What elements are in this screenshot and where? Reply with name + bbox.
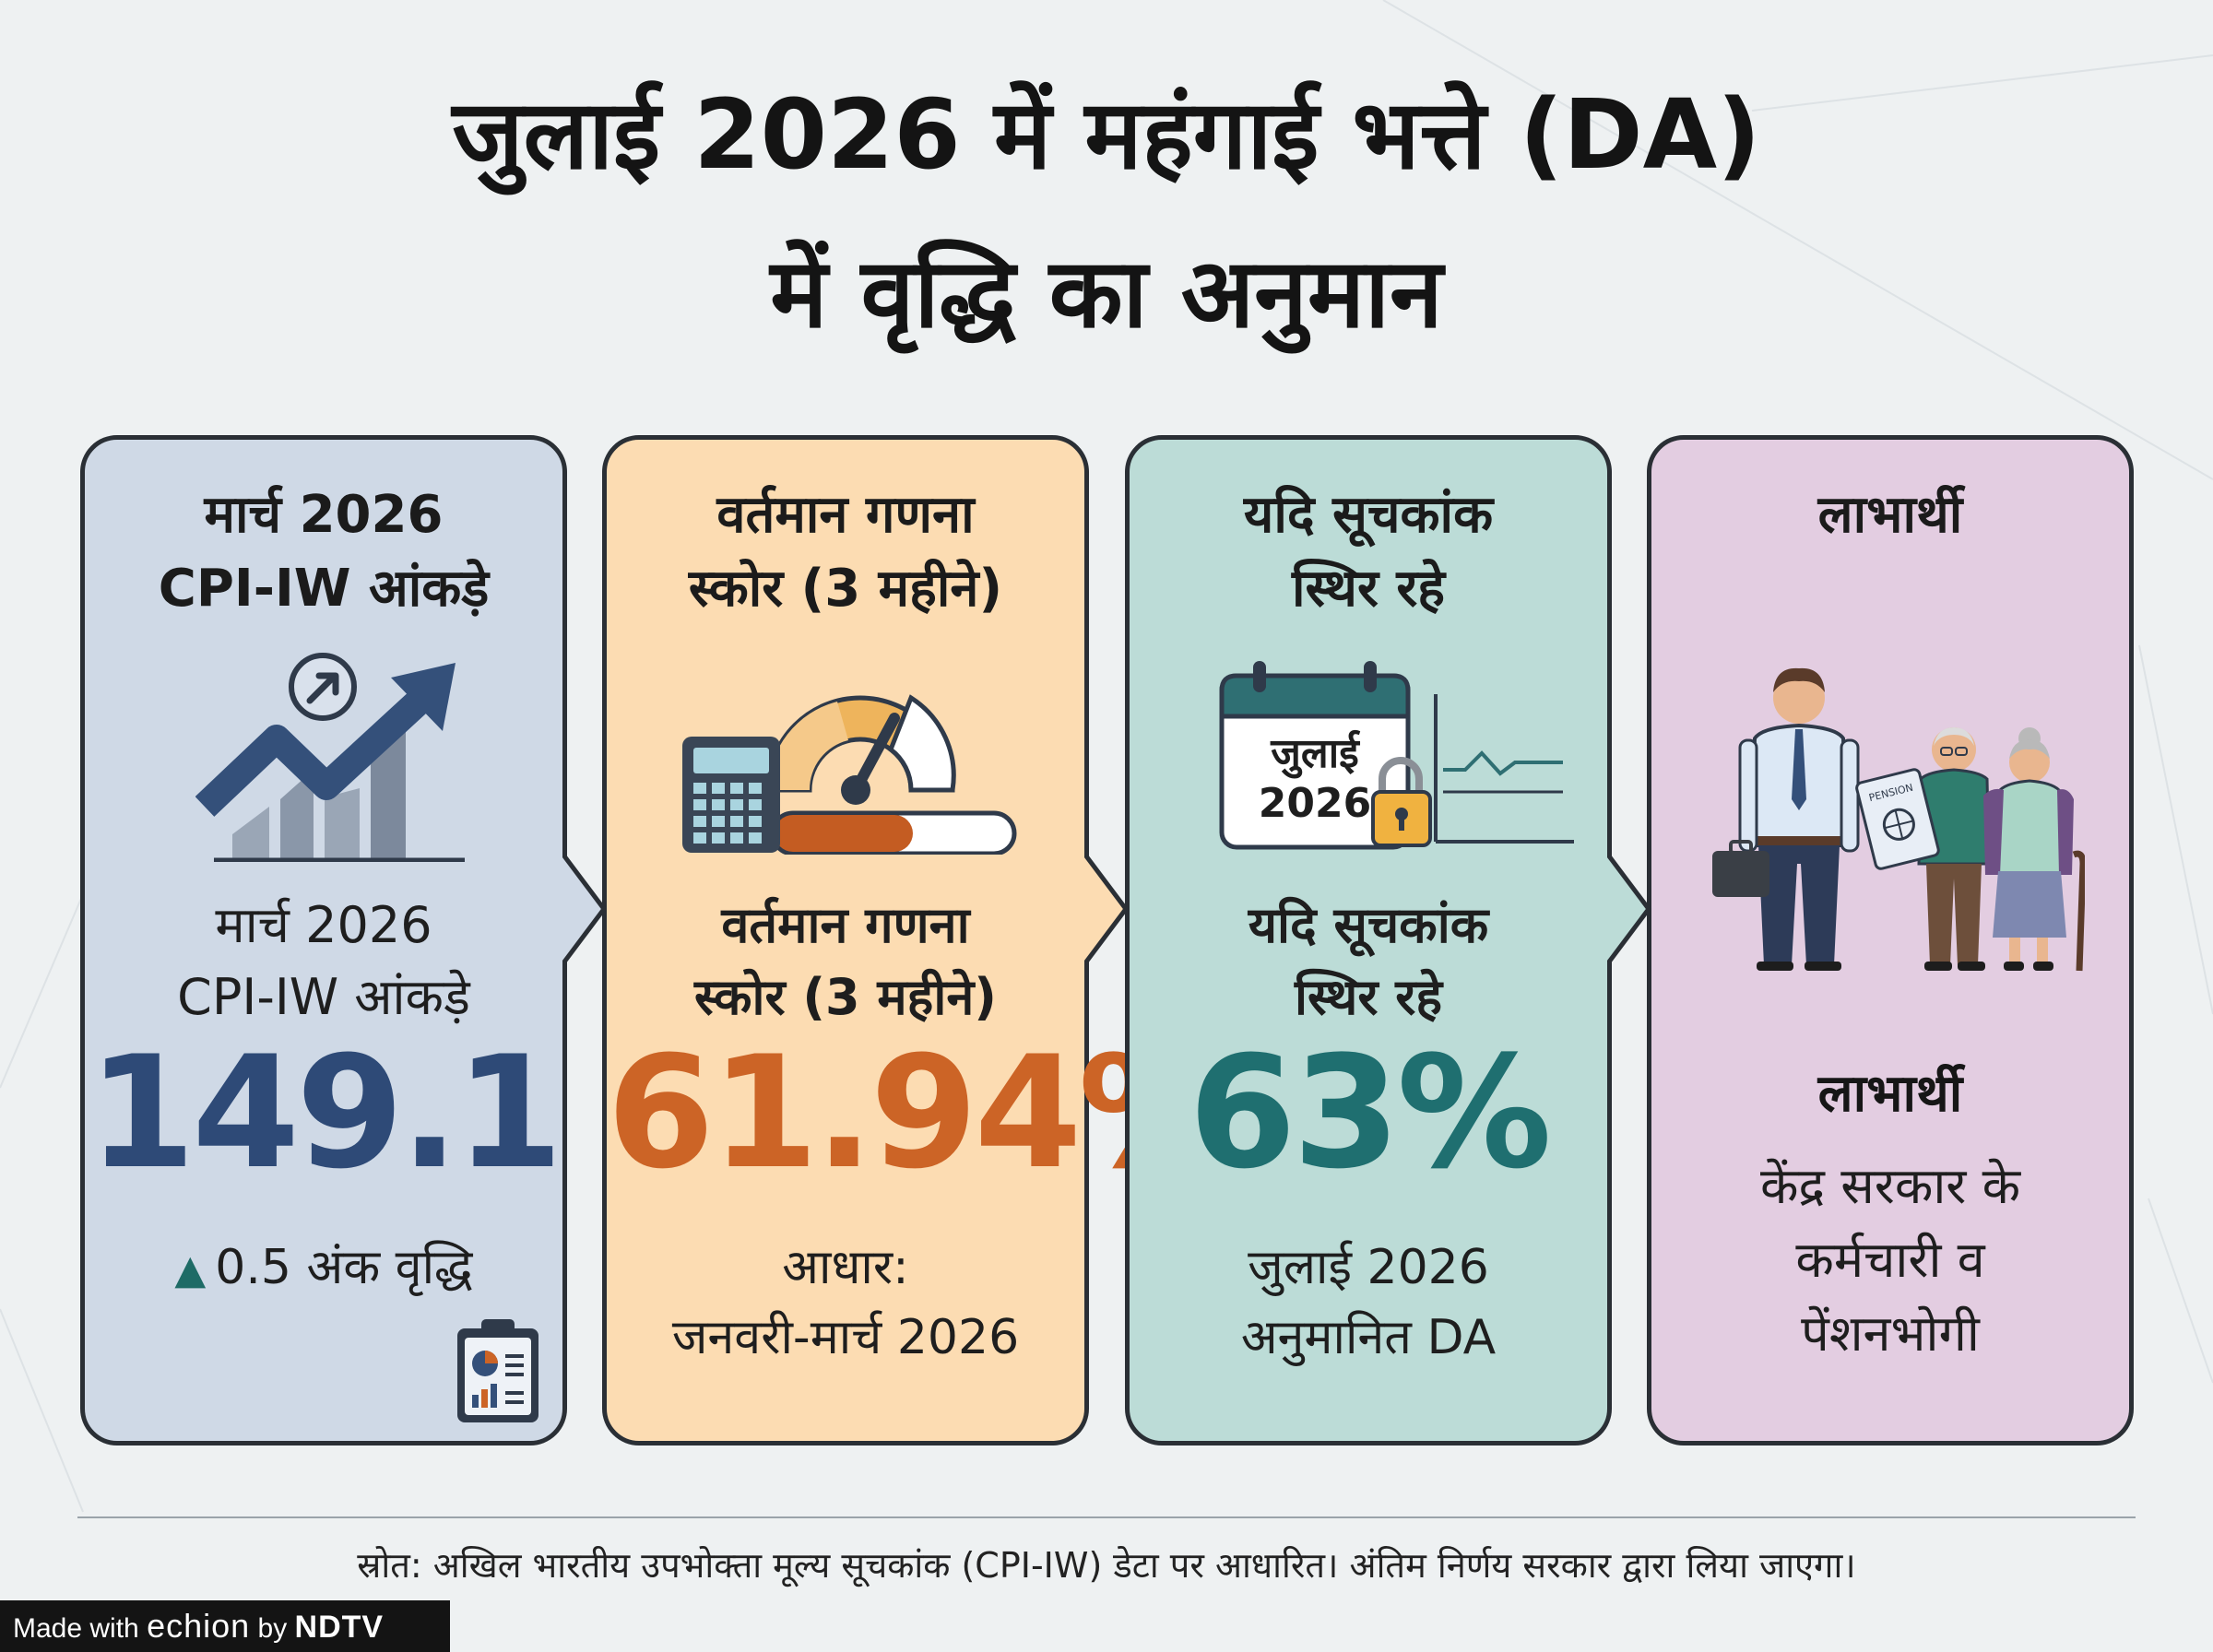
brand-by: by <box>257 1613 288 1644</box>
card-subtitle-line-2: स्थिर रहे <box>1294 968 1443 1026</box>
card-heading: वर्तमान गणना स्कोर (3 महीने) <box>607 478 1084 626</box>
trend-chart-up-icon <box>195 653 465 862</box>
card-heading-line-1: यदि सूचकांक <box>1243 485 1494 545</box>
brand-echion-logo: echion <box>147 1607 251 1645</box>
brand-prefix: Made with <box>13 1613 139 1644</box>
card-subtitle: वर्तमान गणना स्कोर (3 महीने) <box>607 890 1084 1033</box>
card-subtitle-line-1: वर्तमान गणना <box>721 896 970 954</box>
card-note: ▲ 0.5 अंक वृद्धि <box>85 1233 562 1305</box>
card-subtitle: मार्च 2026 CPI-IW आंकड़े <box>85 890 562 1033</box>
card-current-score: वर्तमान गणना स्कोर (3 महीने) वर्तमान गणन… <box>602 435 1234 1446</box>
calendar-year: 2026 <box>1258 780 1372 827</box>
beneficiaries-text-line-2: कर्मचारी व <box>1795 1231 1985 1289</box>
card-subtitle-line-1: मार्च 2026 <box>215 896 432 954</box>
arrow-connector-1 <box>562 852 608 966</box>
title-line-2: में वृद्धि का अनुमान <box>770 237 1443 349</box>
increase-text: 0.5 अंक वृद्धि <box>215 1240 473 1295</box>
employees-pensioners-icon: PENSION <box>1712 667 2085 972</box>
calendar-lock-icon: जुलाई 2026 <box>1218 657 1578 866</box>
card-heading: यदि सूचकांक स्थिर रहे <box>1130 478 1607 626</box>
brand-ndtv-logo: NDTV <box>294 1610 385 1645</box>
card-heading-line-2: CPI-IW आंकड़े <box>158 559 490 619</box>
source-note: स्रोत: अखिल भारतीय उपभोक्ता मूल्य सूचकां… <box>357 1545 1856 1586</box>
card-note-line-1: आधार: <box>782 1240 909 1295</box>
card-heading: मार्च 2026 CPI-IW आंकड़े <box>85 478 562 626</box>
card-heading-line-1: वर्तमान गणना <box>716 485 975 545</box>
clipboard-report-icon <box>457 1319 538 1422</box>
estimated-da-value: 63% <box>1188 1022 1552 1203</box>
brand-badge[interactable]: Made with echion by NDTV <box>0 1600 450 1652</box>
beneficiaries-title: लाभार्थी <box>1817 1064 1963 1124</box>
card-note-line-1: जुलाई 2026 <box>1248 1240 1489 1295</box>
cpi-iw-value: 149.1 <box>88 1022 562 1203</box>
card-subtitle-line-2: CPI-IW आंकड़े <box>177 968 470 1026</box>
footer-divider <box>77 1516 2136 1518</box>
card-note-line-2: अनुमानित DA <box>1240 1310 1497 1365</box>
beneficiaries-text-line-3: पेंशनभोगी <box>1801 1304 1980 1363</box>
card-cpi-iw: मार्च 2026 CPI-IW आंकड़े मार्च 2026 CPI-… <box>80 435 567 1446</box>
card-beneficiaries: लाभार्थी PENSION <box>1647 435 2134 1446</box>
card-heading-line-1: लाभार्थी <box>1817 485 1963 545</box>
calendar-date: जुलाई 2026 <box>1224 729 1406 829</box>
triangle-up-icon: ▲ <box>174 1246 207 1293</box>
card-note: जुलाई 2026 अनुमानित DA <box>1130 1233 1607 1373</box>
beneficiaries-text-line-1: केंद्र सरकार के <box>1759 1157 2021 1215</box>
page-title: जुलाई 2026 में महंगाई भत्ते (DA) में वृद… <box>0 55 2213 372</box>
title-line-1: जुलाई 2026 में महंगाई भत्ते (DA) <box>452 78 1761 191</box>
current-score-value: 61.94% <box>607 1022 1234 1203</box>
card-if-index-stable: यदि सूचकांक स्थिर रहे जुलाई 2026 यदि सूच… <box>1125 435 1612 1446</box>
calculator-gauge-icon <box>682 694 1017 855</box>
card-subtitle-line-2: स्कोर (3 महीने) <box>693 968 997 1026</box>
card-heading-line-1: मार्च 2026 <box>204 485 444 545</box>
card-heading-line-2: स्कोर (3 महीने) <box>688 559 1003 619</box>
card-note: आधार: जनवरी-मार्च 2026 <box>607 1233 1084 1373</box>
card-heading: लाभार्थी <box>1651 478 2129 552</box>
card-subtitle-line-1: यदि सूचकांक <box>1248 896 1489 954</box>
card-heading-line-2: स्थिर रहे <box>1292 559 1445 619</box>
card-subtitle: यदि सूचकांक स्थिर रहे <box>1130 890 1607 1033</box>
beneficiaries-text: केंद्र सरकार के कर्मचारी व पेंशनभोगी <box>1651 1150 2129 1371</box>
arrow-connector-2 <box>1084 852 1130 966</box>
arrow-connector-3 <box>1607 852 1652 966</box>
calendar-month: जुलाई <box>1271 730 1359 777</box>
card-note-line-2: जनवरी-मार्च 2026 <box>671 1310 1020 1365</box>
